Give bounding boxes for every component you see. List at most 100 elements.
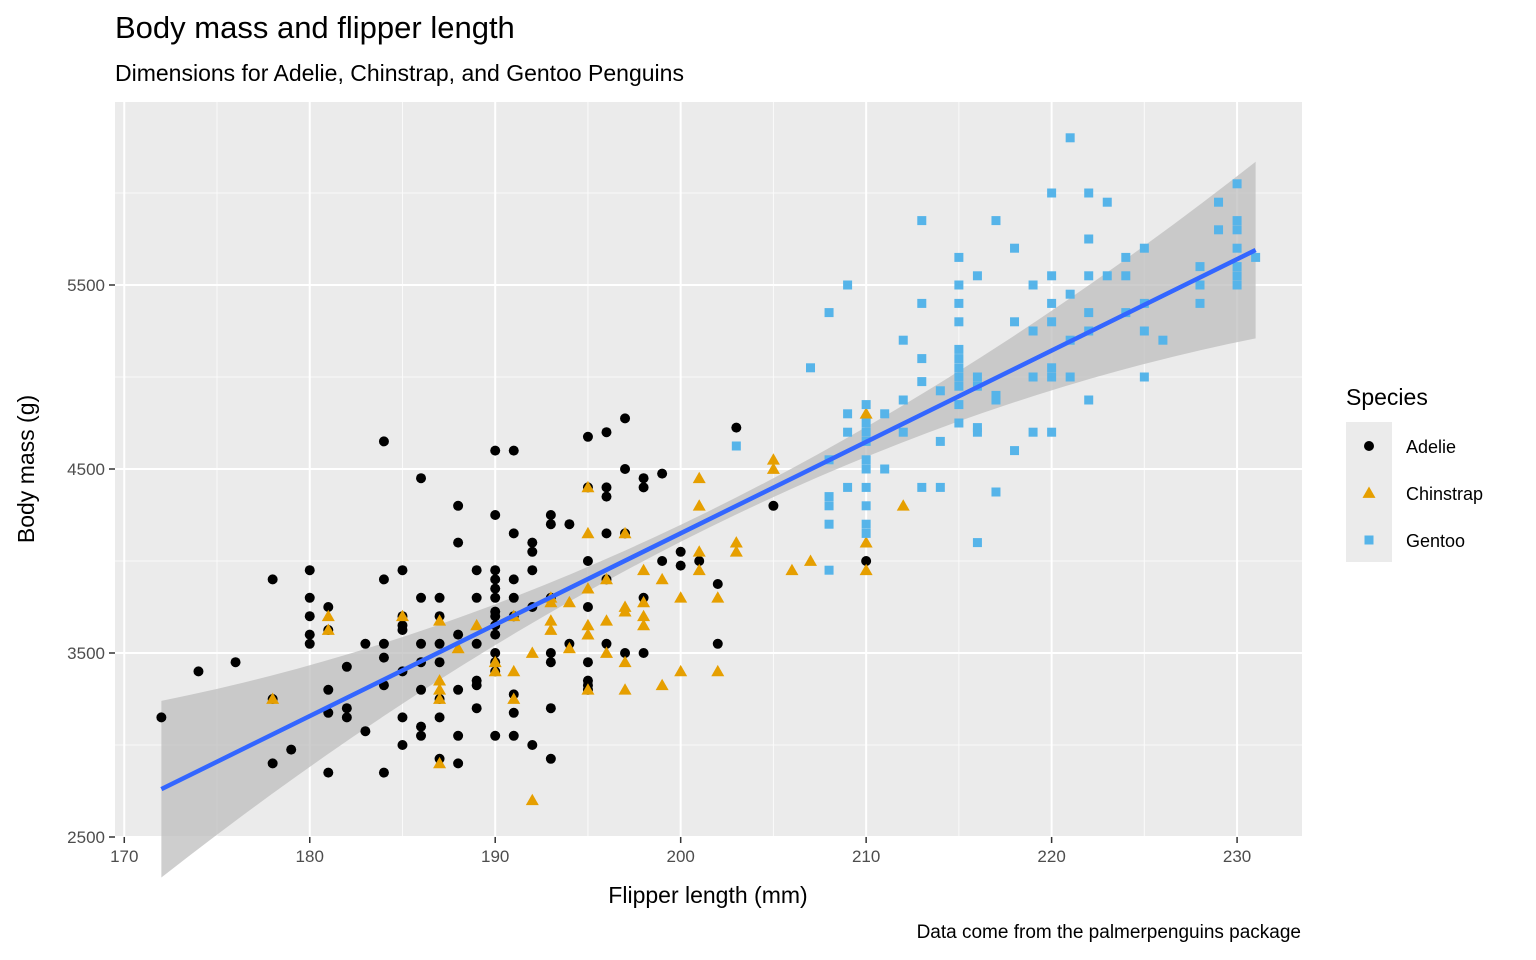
adelie-point: [490, 583, 501, 594]
gentoo-point: [972, 427, 982, 437]
adelie-point: [490, 565, 501, 576]
adelie-point: [490, 629, 501, 640]
adelie-point: [416, 592, 427, 603]
gentoo-point: [972, 271, 982, 281]
x-axis: 170 180 190 200 210 220 230: [110, 837, 1251, 866]
y-tick-label: 2500: [67, 828, 105, 847]
adelie-point: [620, 648, 631, 658]
adelie-point: [712, 579, 723, 589]
chinstrap-point: [637, 595, 651, 608]
adelie-point: [360, 638, 371, 649]
chinstrap-point: [692, 499, 706, 511]
adelie-point: [453, 730, 464, 741]
chinstrap-point: [599, 614, 613, 626]
gentoo-point: [861, 528, 871, 538]
chinstrap-point: [637, 609, 651, 622]
adelie-point: [453, 629, 464, 640]
adelie-point: [490, 592, 501, 603]
gentoo-point: [806, 363, 816, 373]
y-tick-label: 5500: [67, 276, 105, 295]
legend-label-adelie: Adelie: [1406, 437, 1456, 457]
legend-key-gentoo: [1364, 535, 1374, 545]
legend-label-gentoo: Gentoo: [1406, 531, 1465, 551]
gentoo-point: [935, 436, 945, 446]
adelie-point: [434, 657, 445, 668]
gentoo-point: [898, 335, 908, 345]
chinstrap-point: [655, 572, 669, 585]
adelie-point: [508, 592, 519, 603]
adelie-point: [471, 638, 482, 649]
gentoo-point: [954, 280, 964, 290]
adelie-point: [527, 546, 538, 557]
chinstrap-point: [525, 646, 539, 658]
chinstrap-point: [785, 563, 799, 576]
chinstrap-point: [451, 641, 465, 654]
adelie-point: [508, 445, 519, 456]
adelie-point: [434, 712, 445, 723]
adelie-point: [323, 602, 334, 612]
gentoo-point: [917, 216, 927, 226]
adelie-point: [267, 758, 278, 769]
gentoo-point: [1065, 133, 1075, 143]
chinstrap-point: [729, 536, 743, 548]
gentoo-point: [824, 519, 834, 529]
adelie-point: [304, 592, 315, 603]
adelie-point: [453, 537, 464, 548]
adelie-point: [471, 592, 482, 603]
gentoo-point: [935, 482, 945, 492]
x-tick-label: 220: [1037, 847, 1065, 866]
chinstrap-point: [507, 692, 521, 704]
y-axis-title: Body mass (g): [13, 395, 39, 543]
gentoo-point: [1084, 308, 1094, 318]
chinstrap-point: [804, 554, 818, 566]
adelie-point: [416, 638, 427, 649]
legend-key-chinstrap: [1362, 486, 1376, 498]
gentoo-point: [1047, 427, 1057, 437]
adelie-point: [397, 565, 408, 576]
chinstrap-point: [488, 664, 502, 677]
chinstrap-point: [674, 591, 688, 603]
gentoo-point: [1047, 271, 1057, 281]
adelie-point: [490, 445, 501, 456]
chinstrap-point: [562, 641, 576, 654]
gentoo-point: [861, 418, 871, 428]
gentoo-point: [954, 363, 964, 373]
chinstrap-point: [766, 453, 780, 465]
x-tick-label: 230: [1223, 847, 1251, 866]
chinstrap-point: [581, 582, 595, 594]
gentoo-point: [843, 482, 853, 492]
chinstrap-point: [711, 664, 725, 677]
adelie-point: [508, 707, 519, 718]
gentoo-point: [954, 344, 964, 354]
x-axis-title: Flipper length (mm): [608, 882, 807, 908]
adelie-point: [582, 657, 593, 668]
adelie-point: [564, 519, 575, 530]
chinstrap-point: [674, 664, 688, 677]
adelie-point: [620, 464, 631, 474]
gentoo-point: [1121, 252, 1131, 262]
x-tick-label: 170: [110, 847, 138, 866]
chinstrap-point: [507, 664, 521, 677]
gentoo-point: [1232, 271, 1242, 281]
chinstrap-point: [599, 572, 613, 585]
gentoo-point: [861, 482, 871, 492]
adelie-point: [304, 611, 315, 622]
adelie-point: [508, 528, 519, 539]
adelie-point: [508, 574, 519, 585]
gentoo-point: [917, 298, 927, 308]
adelie-point: [545, 510, 556, 520]
gentoo-point: [898, 395, 908, 405]
gentoo-point: [991, 395, 1001, 405]
chinstrap-point: [599, 646, 613, 658]
adelie-point: [582, 675, 593, 686]
gentoo-point: [861, 455, 871, 465]
gentoo-point: [917, 482, 927, 492]
chinstrap-point: [433, 692, 447, 704]
gentoo-point: [1232, 243, 1242, 253]
legend-title: Species: [1346, 384, 1428, 410]
gentoo-point: [843, 409, 853, 419]
adelie-point: [416, 473, 427, 484]
adelie-point: [341, 703, 352, 714]
chinstrap-point: [618, 683, 632, 695]
chart-title: Body mass and flipper length: [115, 10, 515, 45]
